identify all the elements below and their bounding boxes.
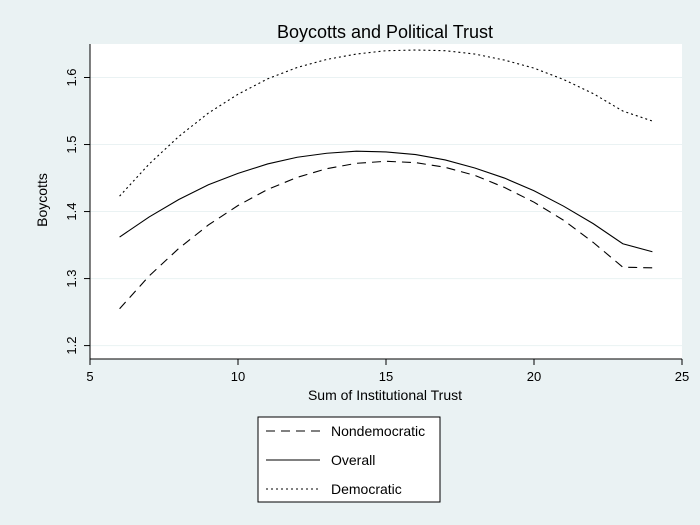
plot-area	[90, 44, 682, 359]
legend-label-nondemocratic: Nondemocratic	[331, 423, 425, 439]
legend-label-overall: Overall	[331, 452, 375, 468]
legend: Nondemocratic Overall Democratic	[257, 416, 441, 503]
x-tick-label: 10	[231, 369, 245, 384]
legend-entries: Nondemocratic Overall Democratic	[266, 423, 425, 497]
y-tick-label: 1.5	[64, 135, 79, 153]
x-tick-label: 20	[527, 369, 541, 384]
series-layer	[119, 49, 653, 310]
x-tick-label: 15	[379, 369, 393, 384]
x-tick-label: 25	[675, 369, 689, 384]
series-line-overall	[119, 150, 653, 253]
y-axis-label: Boycotts	[34, 173, 50, 227]
y-tick-label: 1.6	[64, 68, 79, 86]
y-tick-label: 1.2	[64, 337, 79, 355]
grid-layer	[90, 77, 682, 347]
y-tick-label: 1.3	[64, 270, 79, 288]
x-tick-label: 5	[86, 369, 93, 384]
series-line-nondemocratic	[119, 160, 653, 310]
chart-title: Boycotts and Political Trust	[277, 22, 493, 42]
y-tick-label: 1.4	[64, 203, 79, 221]
axis-layer: 1.2 1.3 1.4 1.5 1.6 5 10 15 20 25	[64, 44, 689, 384]
series-line-democratic	[119, 49, 653, 197]
x-axis-label: Sum of Institutional Trust	[308, 387, 462, 403]
legend-label-democratic: Democratic	[331, 481, 402, 497]
